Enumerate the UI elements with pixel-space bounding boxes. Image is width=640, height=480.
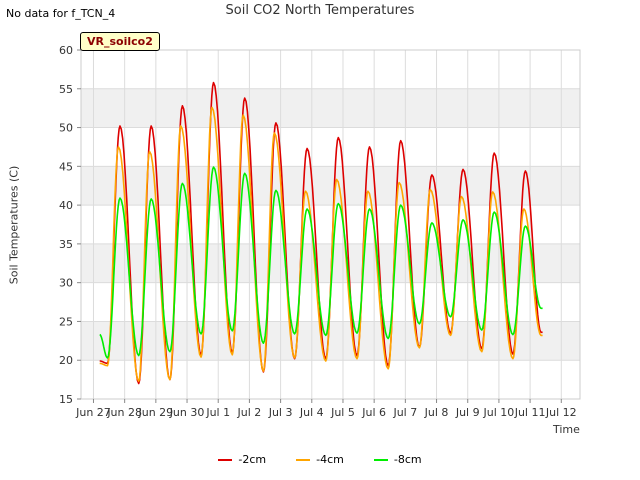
no-data-note: No data for f_TCN_4: [6, 7, 116, 20]
series-lines: [99, 81, 544, 385]
y-tick-label: 40: [59, 199, 73, 212]
y-tick-label: 30: [59, 277, 73, 290]
x-tick-label: Jul 5: [330, 406, 355, 419]
x-tick-label: Jun 30: [169, 406, 205, 419]
y-axis-label: Soil Temperatures (C): [7, 165, 21, 285]
x-tick-label: Jun 27: [75, 406, 111, 419]
x-tick-label: Jul 6: [361, 406, 386, 419]
legend-label-4cm: -4cm: [316, 453, 344, 466]
chart-title: Soil CO2 North Temperatures: [225, 3, 415, 18]
x-tick-label: Jun 29: [138, 406, 174, 419]
band: [81, 88, 580, 128]
y-tick-label: 15: [59, 393, 73, 406]
site-badge: VR_soilco2: [80, 32, 160, 51]
y-tick-label: 20: [59, 354, 73, 367]
legend-item-8cm: -8cm: [373, 453, 422, 466]
legend-swatch-2cm: [218, 458, 233, 461]
x-tick-label: Jul 7: [392, 406, 417, 419]
legend-swatch-4cm: [296, 458, 311, 461]
x-tick-label: Jul 2: [237, 406, 262, 419]
y-tick-label: 25: [59, 315, 73, 328]
x-axis-label: Time: [553, 423, 580, 436]
legend-label-2cm: -2cm: [238, 453, 267, 466]
x-tick-label: Jul 9: [455, 406, 480, 419]
x-tick-label: Jun 28: [106, 406, 142, 419]
x-tick-label: Jul 12: [545, 406, 577, 419]
y-tick-label: 50: [59, 122, 73, 135]
band: [81, 166, 580, 206]
series-line-8cm: [99, 166, 544, 359]
x-tick-label: Jul 4: [299, 406, 324, 419]
x-tick-label: Jul 3: [268, 406, 293, 419]
y-axis-ticks: 15 20 25 30 35 40 45 50 55 60: [59, 44, 81, 406]
x-tick-label: Jul 10: [483, 406, 515, 419]
legend-item-4cm: -4cm: [296, 453, 344, 466]
y-tick-label: 55: [59, 83, 73, 96]
legend: -2cm -4cm -8cm: [0, 453, 640, 466]
x-tick-label: Jul 1: [205, 406, 230, 419]
y-tick-label: 60: [59, 44, 73, 57]
plot-frame: [80, 49, 581, 400]
x-tick-label: Jul 11: [514, 406, 546, 419]
x-tick-label: Jul 8: [424, 406, 449, 419]
legend-swatch-8cm: [373, 458, 388, 461]
plot-bands: [81, 88, 580, 361]
y-tick-label: 35: [59, 238, 73, 251]
series-line-4cm: [99, 106, 544, 382]
y-tick-label: 45: [59, 160, 73, 173]
legend-item-2cm: -2cm: [218, 453, 266, 466]
legend-label-8cm: -8cm: [393, 453, 422, 466]
